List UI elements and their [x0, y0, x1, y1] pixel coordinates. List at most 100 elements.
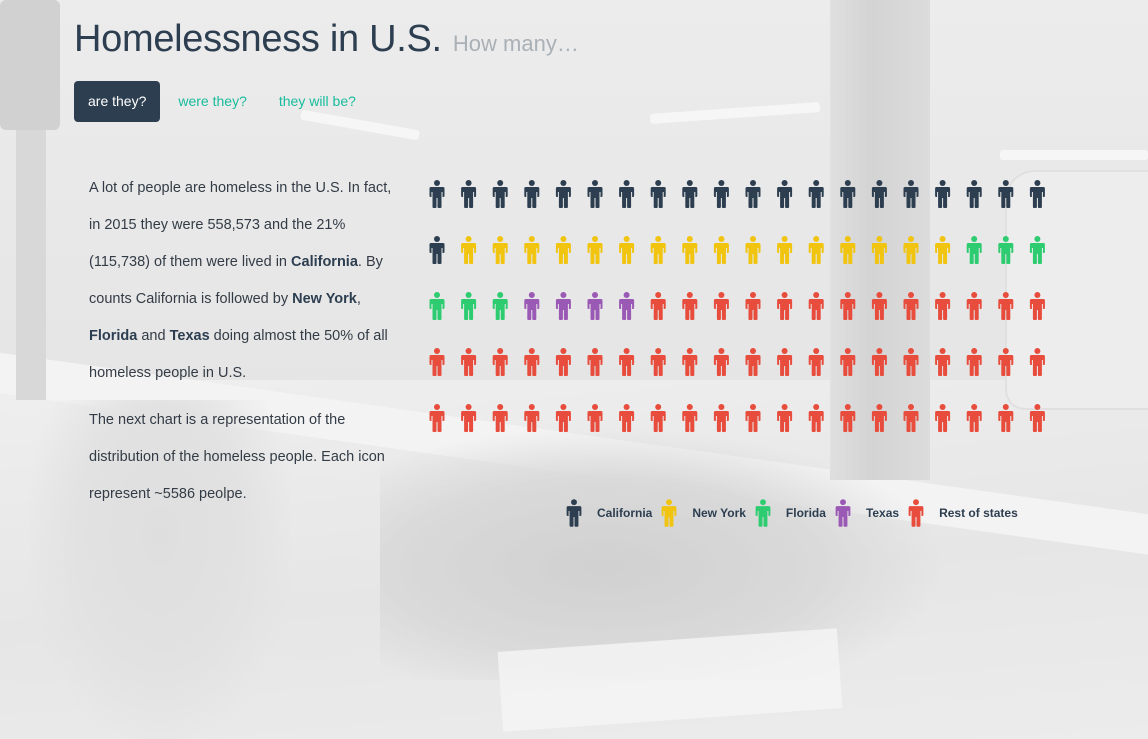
highlight-california: California [291, 254, 358, 270]
person-icon-new-york [682, 236, 698, 264]
person-icon-texas [619, 292, 635, 320]
page-title-main: Homelessness in U.S. [74, 18, 442, 60]
person-icon-new-york [777, 236, 793, 264]
person-icon-rest-of-states [871, 348, 887, 376]
person-icon-rest-of-states [682, 348, 698, 376]
person-icon-rest-of-states [682, 292, 698, 320]
person-icon-rest-of-states [935, 292, 951, 320]
icon-array-chart [429, 180, 1045, 432]
person-icon-rest-of-states [745, 292, 761, 320]
person-icon-california [429, 236, 445, 264]
person-icon-texas [555, 292, 571, 320]
person-icon-new-york [492, 236, 508, 264]
person-icon-california [777, 180, 793, 208]
person-icon-rest-of-states [966, 348, 982, 376]
person-icon-rest-of-states [429, 404, 445, 432]
person-icon-california [745, 180, 761, 208]
legend-item-texas: Texas [834, 498, 899, 528]
legend-label: California [597, 506, 653, 520]
person-icon-rest-of-states [492, 348, 508, 376]
person-icon-new-york [808, 236, 824, 264]
person-icon-rest-of-states [935, 404, 951, 432]
person-icon [755, 499, 771, 527]
person-icon-new-york [871, 236, 887, 264]
person-icon-new-york [461, 236, 477, 264]
person-icon-texas [524, 292, 540, 320]
page-title: Homelessness in U.S. How many… [74, 18, 579, 61]
person-icon-california [966, 180, 982, 208]
person-icon-rest-of-states [808, 404, 824, 432]
person-icon-new-york [555, 236, 571, 264]
person-icon-rest-of-states [492, 404, 508, 432]
person-icon-rest-of-states [935, 348, 951, 376]
description-paragraph-2: The next chart is a representation of th… [89, 412, 385, 502]
person-icon-rest-of-states [682, 404, 698, 432]
person-icon-florida [998, 236, 1014, 264]
person-icon-new-york [903, 236, 919, 264]
person-icon-california [682, 180, 698, 208]
chart-legend: California New York Florida Texas Rest of st… [565, 498, 1026, 528]
person-icon-rest-of-states [903, 292, 919, 320]
person-icon-rest-of-states [555, 348, 571, 376]
person-icon-rest-of-states [713, 404, 729, 432]
person-icon-rest-of-states [998, 348, 1014, 376]
person-icon-rest-of-states [808, 348, 824, 376]
person-icon-california [650, 180, 666, 208]
description-paragraph-1: A lot of people are homeless in the U.S.… [89, 180, 392, 381]
person-icon-florida [966, 236, 982, 264]
person-icon-new-york [619, 236, 635, 264]
person-icon-rest-of-states [461, 348, 477, 376]
legend-label: Rest of states [939, 506, 1018, 520]
person-icon-rest-of-states [903, 348, 919, 376]
person-icon-new-york [524, 236, 540, 264]
person-icon-new-york [745, 236, 761, 264]
person-icon-california [713, 180, 729, 208]
person-icon-california [461, 180, 477, 208]
highlight-florida: Florida [89, 328, 138, 344]
person-icon-rest-of-states [1029, 348, 1045, 376]
legend-item-new-york: New York [660, 498, 746, 528]
legend-item-florida: Florida [754, 498, 826, 528]
person-icon [835, 499, 851, 527]
person-icon-rest-of-states [745, 404, 761, 432]
tab-were-they[interactable]: were they? [178, 93, 247, 109]
person-icon-california [619, 180, 635, 208]
person-icon-rest-of-states [966, 292, 982, 320]
person-icon-rest-of-states [587, 404, 603, 432]
tab-are-they[interactable]: are they? [74, 81, 161, 122]
legend-label: Florida [785, 506, 826, 520]
page-title-sub: How many… [452, 31, 579, 56]
person-icon-rest-of-states [777, 348, 793, 376]
person-icon-california [871, 180, 887, 208]
person-icon-rest-of-states [777, 404, 793, 432]
legend-label: New York [692, 506, 746, 520]
person-icon-california [998, 180, 1014, 208]
person-icon-new-york [650, 236, 666, 264]
person-icon-rest-of-states [903, 404, 919, 432]
person-icon-rest-of-states [1029, 404, 1045, 432]
person-icon-rest-of-states [650, 348, 666, 376]
person-icon [566, 499, 582, 527]
person-icon-rest-of-states [587, 348, 603, 376]
person-icon-rest-of-states [619, 348, 635, 376]
person-icon-rest-of-states [745, 348, 761, 376]
person-icon-new-york [713, 236, 729, 264]
person-icon-rest-of-states [1029, 292, 1045, 320]
person-icon-new-york [935, 236, 951, 264]
person-icon-florida [492, 292, 508, 320]
person-icon-rest-of-states [966, 404, 982, 432]
person-icon-california [587, 180, 603, 208]
person-icon-california [903, 180, 919, 208]
person-icon-new-york [840, 236, 856, 264]
person-icon-rest-of-states [619, 404, 635, 432]
person-icon [908, 499, 924, 527]
person-icon-rest-of-states [429, 348, 445, 376]
person-icon-rest-of-states [713, 348, 729, 376]
person-icon-florida [1029, 236, 1045, 264]
person-icon-rest-of-states [808, 292, 824, 320]
person-icon-rest-of-states [840, 404, 856, 432]
person-icon-florida [461, 292, 477, 320]
person-icon-california [429, 180, 445, 208]
person-icon-rest-of-states [524, 404, 540, 432]
tab-they-will-be[interactable]: they will be? [278, 93, 356, 109]
